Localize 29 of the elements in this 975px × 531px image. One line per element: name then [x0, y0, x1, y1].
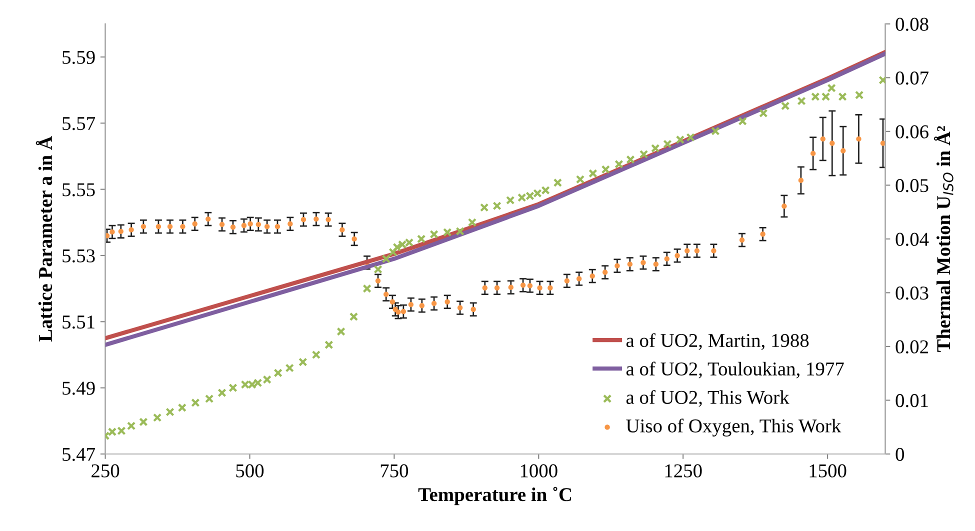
y2-tick-label: 0.05: [896, 179, 928, 192]
y-tick-label: 5.51: [62, 316, 94, 329]
y2-tick-label: 0.08: [896, 18, 928, 31]
legend-label: a of UO2, Touloukian, 1977: [626, 362, 844, 378]
y-tick-label: 5.47: [62, 448, 96, 462]
y-tick-label: 5.55: [62, 183, 95, 196]
y2-tick-label: 0.06: [896, 125, 928, 138]
y-axis-title: Lattice Parameter a in Å: [36, 136, 52, 342]
y-tick-label: 5.53: [62, 249, 95, 263]
x-tick-label: 750: [380, 464, 408, 478]
legend-label: Uiso of Oxygen, This Work: [626, 418, 842, 437]
x-tick-label: 1000: [520, 464, 558, 478]
y-tick-label: 5.49: [62, 382, 95, 395]
x-axis-title: Temperature in ˚C: [418, 486, 572, 506]
y-tick-label: 5.59: [62, 50, 95, 64]
y2-tick-label: 0.04: [896, 232, 929, 246]
y2-axis-title: Thermal Motion U$_{ISO}$ in Å²: [934, 126, 954, 352]
x-tick-label: 500: [236, 464, 264, 478]
legend-label: a of UO2, This Work: [626, 390, 790, 407]
x-tick-label: 1500: [810, 464, 846, 478]
x-tick-label: 1250: [665, 464, 702, 478]
y2-tick-label: 0.02: [896, 340, 928, 354]
y2-tick-label: 0.03: [896, 286, 928, 300]
legend-label: a of UO2, Martin, 1988: [626, 333, 809, 350]
y2-tick-label: 0.01: [896, 394, 928, 408]
x-tick-label: 250: [92, 464, 120, 478]
y2-tick-label: 0.07: [896, 71, 928, 85]
y-tick-label: 5.57: [62, 117, 96, 130]
y2-tick-label: 0: [896, 448, 904, 461]
